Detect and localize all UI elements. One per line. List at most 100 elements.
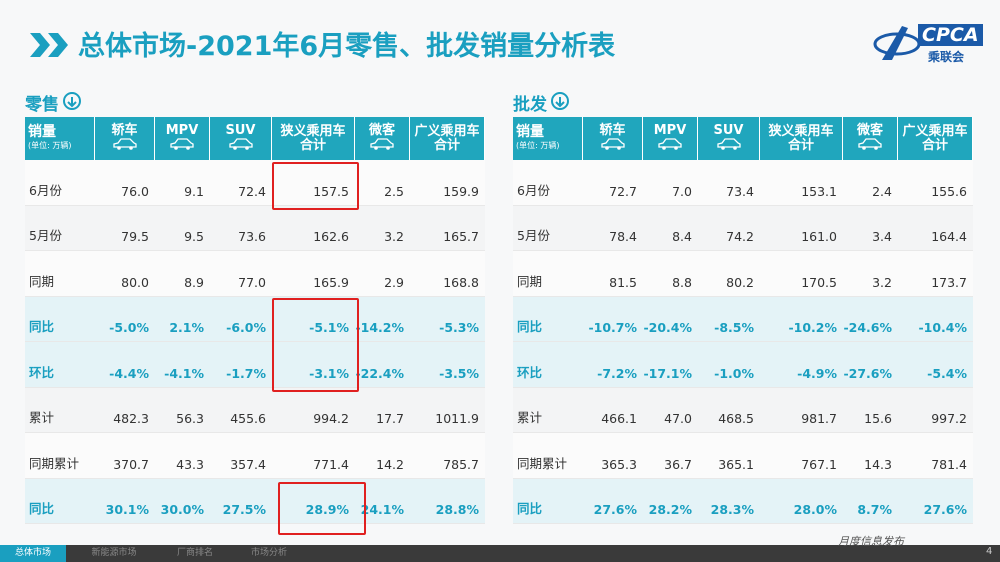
data-cell: 357.4	[210, 433, 272, 479]
row-label: 环比	[25, 342, 95, 388]
data-cell: 72.7	[583, 160, 643, 206]
header-cell: SUV	[698, 117, 760, 160]
header-cell: 狭义乘用车 合计	[760, 117, 843, 160]
data-cell: -1.0%	[698, 342, 760, 388]
data-cell: 8.7%	[843, 478, 898, 524]
footer-tab[interactable]: 总体市场	[0, 545, 66, 562]
header-cell: 狭义乘用车 合计	[272, 117, 355, 160]
data-cell: 161.0	[760, 205, 843, 251]
data-cell: 2.5	[355, 160, 410, 206]
car-icon	[600, 137, 626, 154]
data-cell: -4.1%	[155, 342, 210, 388]
data-cell: 17.7	[355, 387, 410, 433]
corner-label: 销量	[28, 123, 56, 140]
car-icon	[169, 137, 195, 154]
slide-title: 总体市场-2021年6月零售、批发销量分析表	[78, 31, 616, 62]
header-cell: 轿车	[583, 117, 643, 160]
car-icon	[657, 137, 683, 154]
data-cell: 365.3	[583, 433, 643, 479]
footer-tab[interactable]: 新能源市场	[91, 548, 137, 558]
footer-bar	[0, 545, 1000, 562]
data-cell: 164.4	[898, 205, 973, 251]
data-cell: 2.4	[843, 160, 898, 206]
data-cell: -20.4%	[643, 296, 698, 342]
header-cell: 广义乘用车 合计	[410, 117, 485, 160]
data-cell: 77.0	[210, 251, 272, 297]
data-cell: -22.4%	[355, 342, 410, 388]
data-cell: 28.0%	[760, 478, 843, 524]
row-label: 5月份	[513, 205, 583, 251]
row-label: 同期累计	[513, 433, 583, 479]
data-cell: 2.1%	[155, 296, 210, 342]
footer-note: 月度信息发布	[838, 535, 904, 548]
data-cell: 482.3	[95, 387, 155, 433]
data-cell: -3.1%	[272, 342, 355, 388]
chevrons	[30, 33, 68, 57]
data-cell: 30.0%	[155, 478, 210, 524]
row-label: 环比	[513, 342, 583, 388]
column-header: MPV	[165, 122, 199, 138]
column-header: 狭义乘用车 合计	[768, 123, 834, 153]
column-header: 广义乘用车 合计	[902, 123, 968, 153]
data-cell: -5.4%	[898, 342, 973, 388]
column-header: 轿车	[599, 122, 626, 138]
data-cell: 28.2%	[643, 478, 698, 524]
highlight-box	[272, 298, 359, 392]
footer-tab[interactable]: 市场分析	[250, 548, 287, 558]
data-cell: 168.8	[410, 251, 485, 297]
data-cell: 155.6	[898, 160, 973, 206]
data-cell: 7.0	[643, 160, 698, 206]
data-cell: 73.4	[698, 160, 760, 206]
data-cell: 771.4	[272, 433, 355, 479]
data-cell: 27.6%	[583, 478, 643, 524]
data-cell: 468.5	[698, 387, 760, 433]
row-label: 5月份	[25, 205, 95, 251]
column-header: 微客	[856, 122, 883, 138]
row-label: 同期	[513, 251, 583, 297]
logo-sub: 乘联会	[928, 50, 965, 64]
data-cell: 74.2	[698, 205, 760, 251]
data-cell: -5.3%	[410, 296, 485, 342]
row-label: 同比	[513, 478, 583, 524]
header-cell: MPV	[155, 117, 210, 160]
data-cell: 2.9	[355, 251, 410, 297]
data-cell: 153.1	[760, 160, 843, 206]
data-cell: -5.1%	[272, 296, 355, 342]
data-cell: -17.1%	[643, 342, 698, 388]
unit-label: (单位: 万辆)	[516, 140, 560, 150]
data-cell: -10.2%	[760, 296, 843, 342]
data-cell: 162.6	[272, 205, 355, 251]
header-cell: 微客	[843, 117, 898, 160]
data-cell: 9.5	[155, 205, 210, 251]
car-icon	[716, 137, 742, 154]
data-cell: -27.6%	[843, 342, 898, 388]
data-cell: 8.8	[643, 251, 698, 297]
logo-icon	[873, 26, 921, 60]
data-cell: 170.5	[760, 251, 843, 297]
data-cell: -8.5%	[698, 296, 760, 342]
data-cell: 72.4	[210, 160, 272, 206]
header-cell: 销量 (单位: 万辆)	[25, 117, 95, 160]
data-cell: 14.3	[843, 433, 898, 479]
data-cell: -4.4%	[95, 342, 155, 388]
row-label: 累计	[513, 387, 583, 433]
header-cell: 销量 (单位: 万辆)	[513, 117, 583, 160]
data-cell: 157.5	[272, 160, 355, 206]
data-cell: 30.1%	[95, 478, 155, 524]
data-cell: 785.7	[410, 433, 485, 479]
data-cell: 8.4	[643, 205, 698, 251]
data-cell: 3.4	[843, 205, 898, 251]
footer-tab[interactable]: 厂商排名	[176, 548, 213, 558]
column-header: MPV	[653, 122, 687, 138]
data-cell: -10.7%	[583, 296, 643, 342]
data-cell: 365.1	[698, 433, 760, 479]
data-cell: 14.2	[355, 433, 410, 479]
data-cell: 73.6	[210, 205, 272, 251]
data-cell: 165.7	[410, 205, 485, 251]
column-header: 微客	[368, 122, 395, 138]
car-icon	[857, 137, 883, 154]
data-cell: -1.7%	[210, 342, 272, 388]
unit-label: (单位: 万辆)	[28, 140, 72, 150]
column-header: SUV	[225, 122, 256, 138]
